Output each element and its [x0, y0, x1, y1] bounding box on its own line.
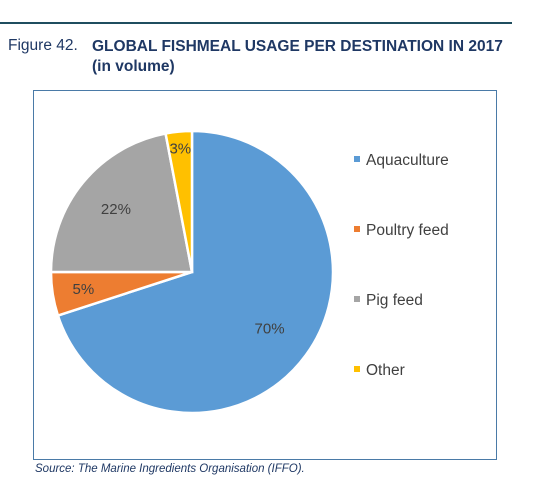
pie-slice-aquaculture [56, 129, 335, 415]
data-label-pig-feed: 22% [101, 201, 131, 218]
source-note: Source: The Marine Ingredients Organisat… [35, 463, 305, 475]
data-label-aquaculture: 70% [255, 320, 285, 337]
data-label-poultry-feed: 5% [73, 281, 95, 298]
pie-slice-other [164, 129, 194, 273]
legend-marker-pig-feed [354, 296, 360, 302]
legend-marker-aquaculture [354, 156, 360, 162]
chart-frame [33, 90, 497, 460]
top-rule [0, 22, 512, 24]
legend-label-poultry-feed: Poultry feed [366, 222, 449, 239]
figure-number: Figure 42. [8, 37, 78, 54]
figure-title: GLOBAL FISHMEAL USAGE PER DESTINATION IN… [92, 38, 503, 75]
legend-marker-poultry-feed [354, 226, 360, 232]
legend-label-other: Other [366, 362, 405, 379]
legend-label-pig-feed: Pig feed [366, 292, 423, 309]
data-label-other: 3% [169, 140, 191, 157]
legend-label-aquaculture: Aquaculture [366, 152, 449, 169]
legend-marker-other [354, 366, 360, 372]
pie-slice-pig-feed [49, 132, 194, 274]
